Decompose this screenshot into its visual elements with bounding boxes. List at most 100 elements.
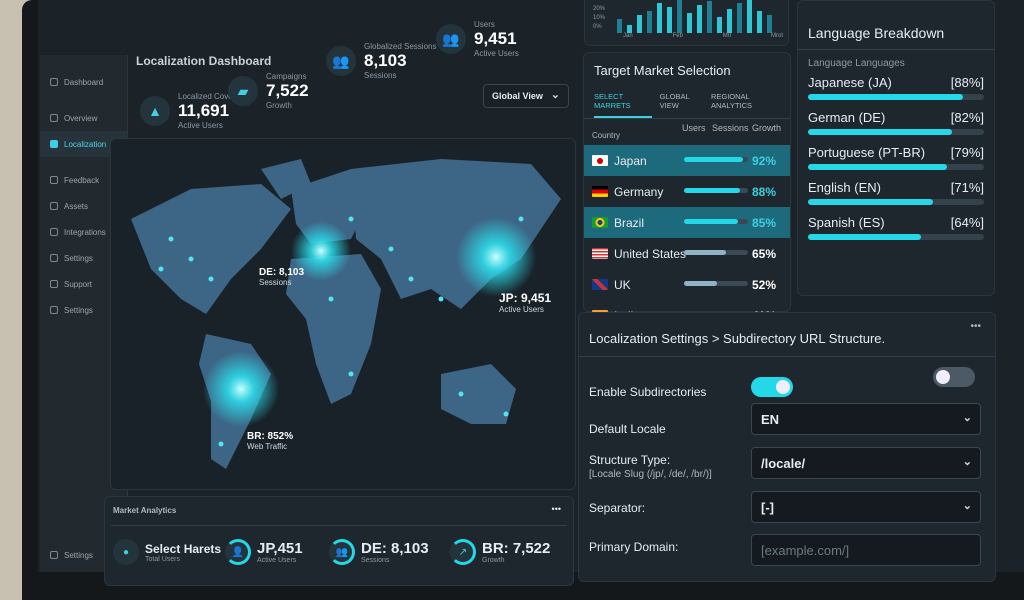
mini-bar [747,0,752,33]
flag-icon [592,217,608,228]
mini-bars [617,0,772,33]
country-name: United States [614,246,687,261]
stat-label: Globalized Sessions [364,42,437,51]
separator-select[interactable]: [-] ⌄ [751,491,981,523]
panel-title: Language Breakdown [798,1,994,50]
table-row[interactable]: United States 65% [584,238,790,269]
country-name: UK [614,277,631,292]
flag-icon [592,186,608,197]
primary-domain-label: Primary Domain: [589,540,679,554]
structure-type-select[interactable]: /locale/ ⌄ [751,447,981,479]
tab-global-view[interactable]: GLOBAL VIEW [659,92,690,110]
enable-subdirectories-toggle[interactable] [751,377,793,397]
sidebar-item-settings[interactable]: Settings [40,245,127,271]
select-value: EN [761,412,780,427]
flag-icon [592,155,608,166]
chevron-down-icon: ⌄ [962,456,972,468]
stat-sub: Active Users [474,49,519,58]
secondary-toggle[interactable] [933,367,975,387]
more-menu-button[interactable]: ••• [551,504,561,514]
stat-value: 8,103 [364,51,407,70]
growth-value: 92% [751,153,776,168]
default-locale-select[interactable]: EN ⌄ [751,403,981,435]
country-name: Germany [614,184,664,199]
sidebar-item-settings-2[interactable]: Settings [40,297,127,323]
language-bar [808,199,984,205]
global-view-select[interactable]: Global View ⌄ [483,84,569,108]
language-pct: [71%] [950,180,984,195]
column-header: Users [682,123,706,133]
sidebar-label: Settings [64,550,93,560]
glow-brazil [203,351,279,427]
language-name: Spanish (ES) [808,215,885,230]
mini-bar [687,13,692,33]
map-label-value: BR: 852% [247,431,294,442]
language-bar-fill [808,164,948,170]
x-tick: Mrot [771,33,783,39]
triangle-icon: ▲ [140,96,170,126]
sidebar-label: Dashboard [64,77,104,87]
analytics-item: ● Select Harets Total Users [113,539,221,565]
users-bar [684,188,748,193]
sidebar-label: Integrations [64,227,106,237]
world-map[interactable] [111,139,576,490]
users-bar-fill [684,157,743,162]
y-tick: 10% [593,15,606,21]
sidebar-item-integrations[interactable]: Integrations [40,219,127,245]
select-value: Global View [492,91,543,101]
users-icon: 👥 [436,24,466,54]
primary-domain-input[interactable]: [example.com/] [751,534,981,566]
language-pct: [88%] [950,75,984,90]
enable-subdirectories-label: Enable Subdirectories [589,385,707,399]
users-bar [684,157,748,162]
sidebar-item-feedback[interactable]: Feedback [40,167,127,193]
map-label-de: DE: 8,103 Sessions [259,267,304,287]
table-row[interactable]: Germany 88% [584,176,790,207]
mini-bar [667,7,672,33]
sidebar-item-support[interactable]: Support [40,271,127,297]
chevron-down-icon: ⌄ [962,500,972,512]
more-menu-button[interactable]: ••• [970,321,981,332]
input-placeholder: [example.com/] [761,543,850,558]
globe-icon [50,140,58,148]
table-row[interactable]: Japan 92% [584,145,790,176]
sidebar-item-dashboard[interactable]: Dashboard [40,69,127,95]
north-america [131,184,291,314]
panel-title: Localization Settings > Subdirectory URL… [579,313,995,357]
gear-icon [50,551,58,559]
language-pct: [64%] [950,215,984,230]
growth-value: 88% [751,184,776,199]
chevron-down-icon: ⌄ [550,89,560,101]
chevron-down-icon: ⌄ [962,412,972,424]
language-bar [808,234,984,240]
sidebar-footer-settings[interactable]: Settings [40,542,103,568]
sidebar-item-overview[interactable]: Overview [40,105,127,131]
support-icon [50,280,58,288]
analytics-value: JP,451 [257,540,303,557]
x-axis: Jan Feb Mrl Mrot [623,33,783,39]
sidebar-item-assets[interactable]: Assets [40,193,127,219]
africa [286,254,381,404]
column-header: Growth [752,123,782,133]
panel-title: Market Analytics [113,506,177,515]
sidebar-label: Assets [64,201,89,211]
tab-regional-analytics[interactable]: REGIONAL ANALYTICS [710,92,753,110]
tab-select-markets[interactable]: SELECT MARRETS [594,86,652,118]
mini-bar [717,17,722,33]
gear-icon [50,254,58,262]
localization-settings-panel: Localization Settings > Subdirectory URL… [578,312,996,582]
table-row[interactable]: Brazil 85% [584,207,790,238]
glow-germany [291,221,351,281]
stat-coverage: ▲ Localized Coverage 11,691 Active Users [140,92,249,130]
growth-value: 85% [751,215,776,230]
target-market-panel: Target Market Selection SELECT MARRETS G… [583,52,791,323]
column-header: Sessions [712,123,749,133]
separator-label: Separator: [589,501,646,515]
section-divider [40,95,127,105]
structure-type-label: Structure Type: [589,453,671,467]
world-map-panel: DE: 8,103 Sessions JP: 9,451 Active Users … [110,138,576,490]
home-icon [50,114,58,122]
language-bar [808,94,984,100]
table-row[interactable]: UK 52% [584,269,790,300]
default-locale-label: Default Locale [589,422,666,436]
